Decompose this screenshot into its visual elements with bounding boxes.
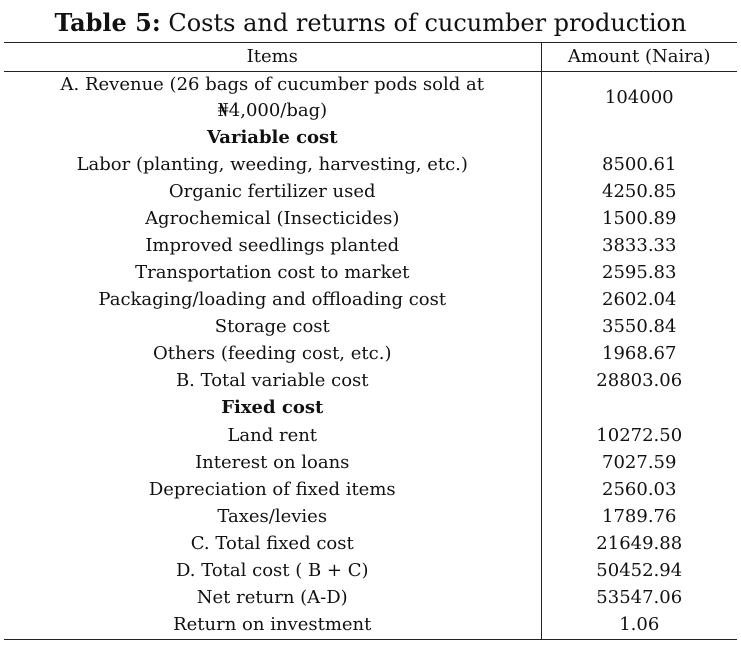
table-row: Interest on loans 7027.59 [4,449,737,477]
table-row: Storage cost 3550.84 [4,313,737,341]
row-item: Depreciation of fixed items [148,478,396,500]
section-row-fixed-cost: Fixed cost [4,394,737,423]
row-item: B. Total variable cost [175,370,369,392]
table-row: Land rent 10272.50 [4,422,737,450]
table-row-total-cost: D. Total cost ( B + C) 50452.94 [4,557,737,585]
table-number: Table 5: [54,8,161,37]
row-amount: 10272.50 [540,422,737,450]
row-item: Land rent [227,424,318,446]
row-amount: 1.06 [540,611,737,640]
row-amount: 28803.06 [540,367,737,395]
table-row: Packaging/loading and offloading cost 26… [4,286,737,314]
row-item: Others (feeding cost, etc.) [153,343,392,365]
row-amount: 53547.06 [540,584,737,612]
section-label: Fixed cost [221,397,324,419]
row-amount: 4250.85 [540,178,737,206]
table-row-total-fixed: C. Total fixed cost 21649.88 [4,530,737,558]
row-amount: 8500.61 [540,151,737,179]
row-item: Return on investment [4,611,541,640]
row-amount: 104000 [540,71,737,124]
table-caption: Costs and returns of cucumber production [160,9,687,37]
table-row: Others (feeding cost, etc.) 1968.67 [4,340,737,368]
row-amount: 1789.76 [540,503,737,531]
row-amount: 3833.33 [540,232,737,260]
row-item: Agrochemical (Insecticides) [145,207,400,229]
row-item: Labor (planting, weeding, harvesting, et… [76,153,468,175]
row-item: Storage cost [214,316,330,338]
row-item: Interest on loans [195,451,350,473]
row-item: Taxes/levies [217,505,328,527]
costs-returns-table: Items Amount (Naira) A. Revenue (26 bags… [4,42,737,640]
table-row: Depreciation of fixed items 2560.03 [4,476,737,504]
table-row: Labor (planting, weeding, harvesting, et… [4,151,737,179]
row-item: Improved seedlings planted [145,234,400,256]
row-amount: 1500.89 [540,205,737,233]
row-amount: 2560.03 [540,476,737,504]
row-amount: 2602.04 [540,286,737,314]
row-item: D. Total cost ( B + C) [175,560,369,582]
table-row: Improved seedlings planted 3833.33 [4,232,737,260]
row-item: Transportation cost to market [135,262,410,284]
row-amount: 7027.59 [540,449,737,477]
section-row-variable-cost: Variable cost [4,124,737,152]
row-amount: 2595.83 [540,259,737,287]
header-items: Items [4,42,541,72]
table-title: Table 5: Costs and returns of cucumber p… [0,8,741,38]
table-row-total-variable: B. Total variable cost 28803.06 [4,367,737,395]
table-row: Organic fertilizer used 4250.85 [4,178,737,206]
row-amount [540,124,737,152]
row-item: Net return (A-D) [196,587,348,609]
table-row-net-return: Net return (A-D) 53547.06 [4,584,737,612]
section-label: Variable cost [206,126,338,148]
table-row: Taxes/levies 1789.76 [4,503,737,531]
row-amount: 50452.94 [540,557,737,585]
row-amount: 21649.88 [540,530,737,558]
row-item: C. Total fixed cost [190,532,354,554]
table-row-roi: Return on investment 1.06 [4,611,737,640]
row-item: Organic fertilizer used [168,180,376,202]
row-item: Packaging/loading and offloading cost [98,289,447,311]
header-amount: Amount (Naira) [540,42,737,72]
row-amount [540,394,737,423]
header-row: Items Amount (Naira) [4,42,737,72]
row-amount: 3550.84 [540,313,737,341]
row-amount: 1968.67 [540,340,737,368]
table-row: Transportation cost to market 2595.83 [4,259,737,287]
row-item: A. Revenue (26 bags of cucumber pods sol… [60,74,484,121]
table-row: Agrochemical (Insecticides) 1500.89 [4,205,737,233]
table-row-revenue: A. Revenue (26 bags of cucumber pods sol… [4,71,737,124]
